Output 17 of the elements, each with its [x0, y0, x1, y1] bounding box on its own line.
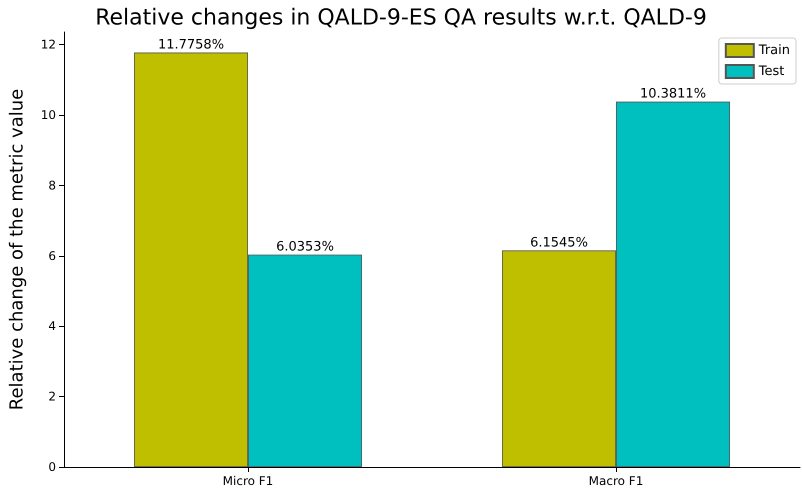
- legend-label: Train: [758, 43, 790, 58]
- y-tick-label: 4: [48, 319, 56, 334]
- chart-title: Relative changes in QALD-9-ES QA results w.r.t. QALD-9: [95, 6, 707, 30]
- legend-label: Test: [758, 64, 784, 79]
- data-label: 10.3811%: [640, 86, 706, 102]
- y-tick-label: 6: [48, 248, 56, 263]
- y-tick-label: 2: [48, 390, 56, 404]
- data-label: 11.7758%: [158, 38, 224, 53]
- data-label: 6.0353%: [276, 240, 334, 255]
- y-tick-label: 10: [40, 108, 56, 122]
- y-tick-label: 0: [48, 460, 56, 474]
- y-tick-label: 12: [40, 38, 56, 52]
- data-label: 6.1545%: [530, 235, 588, 250]
- x-tick-label: Micro F1: [222, 474, 274, 488]
- x-tick-label: Macro F1: [588, 474, 644, 488]
- y-axis-title: Relative change of the metric value: [6, 88, 28, 410]
- y-tick-label: 8: [48, 178, 56, 192]
